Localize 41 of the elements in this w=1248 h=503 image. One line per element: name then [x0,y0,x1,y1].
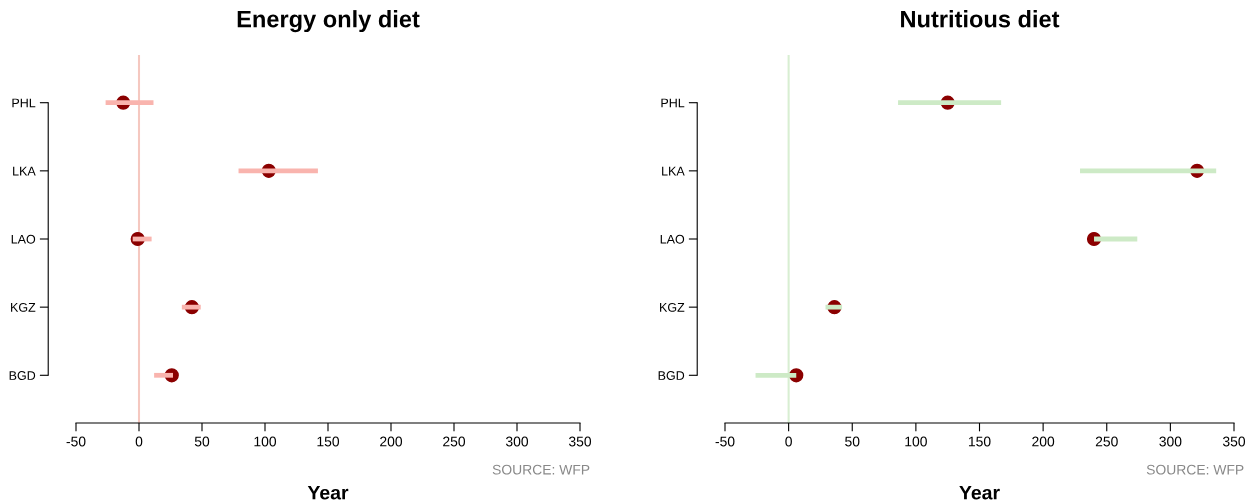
x-tick-label: 350 [568,436,592,447]
bar [1080,168,1217,174]
bar [105,100,154,106]
x-tick-label: 0 [785,436,792,447]
x-tick-label: 350 [1222,436,1246,447]
y-tick-label: KGZ [11,302,36,312]
x-tick-label: 150 [968,436,991,447]
y-tick-label: LKA [662,166,685,176]
x-tick-label: 300 [1159,436,1182,447]
y-tick-label: LAO [11,234,36,244]
x-tick-label: 250 [443,436,466,447]
x-tick-label: 150 [317,436,340,447]
bar [154,372,174,378]
y-tick-label: LAO [660,234,685,244]
bar [825,304,843,310]
x-tick-label: 50 [194,436,210,447]
chart-title: Nutritious diet [901,10,1060,28]
x-tick-label: -50 [66,436,86,447]
x-axis-title: Year [959,485,1000,500]
bar [181,304,201,310]
x-tick-label: 200 [1032,436,1055,447]
source-note: SOURCE: WFP [1146,464,1244,475]
x-tick-label: 100 [254,436,277,447]
x-axis-title: Year [307,485,349,500]
y-tick-label: LKA [13,166,36,176]
x-tick-label: 50 [845,436,860,447]
chart-title: Energy only diet [237,10,420,33]
x-tick-label: -50 [715,436,735,447]
x-tick-label: 200 [380,436,403,447]
x-tick-label: 250 [1095,436,1118,447]
y-tick-label: KGZ [660,302,685,312]
x-tick-label: 300 [505,436,529,447]
x-tick-label: 100 [905,436,927,447]
y-tick-label: PHL [12,98,36,108]
bar [238,168,318,174]
bar [898,100,1002,106]
source-note: SOURCE: WFP [492,464,590,475]
x-tick-label: 0 [135,436,143,447]
y-tick-label: BGD [658,371,685,380]
y-tick-label: BGD [9,371,36,380]
y-tick-label: PHL [661,98,685,108]
